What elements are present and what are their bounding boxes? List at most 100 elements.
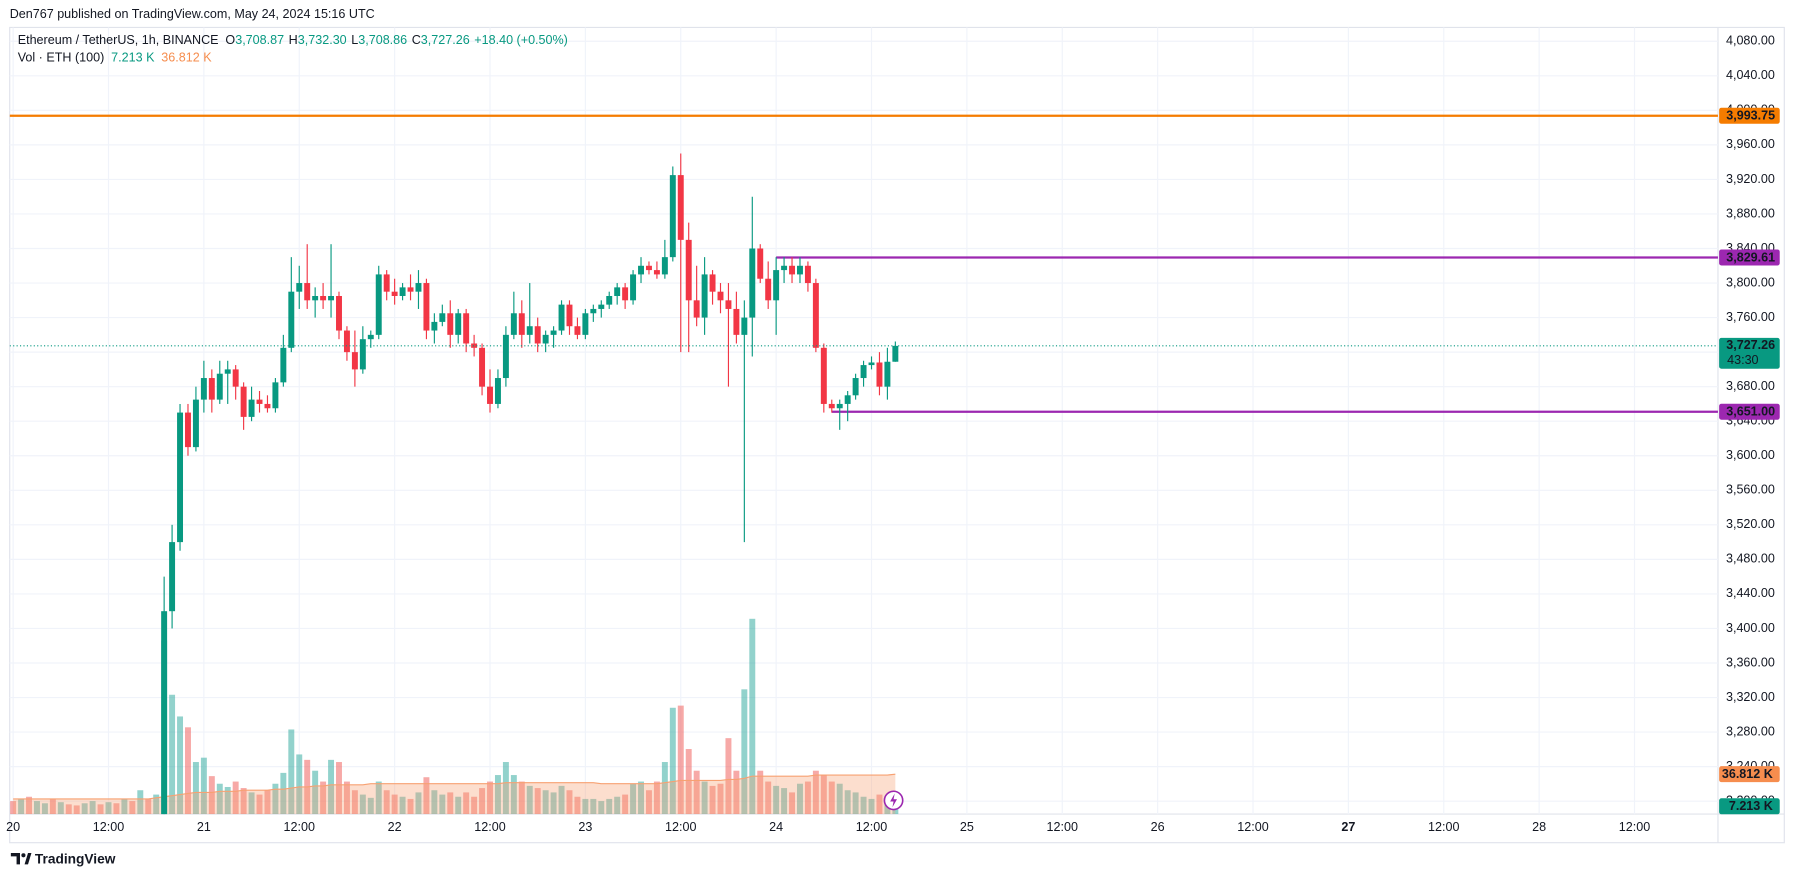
candle-body [844,395,851,404]
candle-body [343,330,350,353]
volume-bar [232,781,239,815]
candle-body [836,403,843,409]
volume-bar [741,689,748,815]
volume-bar [240,788,247,815]
volume-bar [638,781,644,815]
volume-label-box [1719,798,1780,815]
change: +18.40 (+0.50%) [474,33,568,47]
volume-bar [693,770,700,815]
volume-bar [97,804,104,815]
candle-body [574,326,581,335]
candle-body [566,304,573,327]
alert-icon[interactable] [883,790,904,811]
x-tick-label: 20 [6,820,20,834]
volume-bar [773,785,780,815]
candle-body [733,308,740,335]
volume-bar [407,798,414,815]
candle-body [661,257,668,275]
volume-bar [145,798,152,815]
candle-body [391,291,398,296]
volume-bar [781,788,788,815]
volume-bar [351,790,358,815]
y-tick-label: 3,280.00 [1726,724,1775,738]
x-tick-label: 23 [578,820,592,834]
volume-bar [868,798,875,815]
ohlc-key: O [225,33,235,47]
volume-bar [494,775,501,815]
candle-body [502,334,509,379]
candle-body [765,278,772,301]
x-tick-label: 12:00 [93,820,124,834]
candle-body [431,321,438,331]
y-tick-label: 4,080.00 [1726,34,1775,48]
candle-body [534,326,541,344]
y-tick-label: 3,520.00 [1726,517,1775,531]
brand-name: TradingView [35,851,116,866]
volume-bar [653,781,660,815]
candle-body [240,386,247,417]
x-tick-label: 28 [1532,820,1546,834]
candle-body [320,295,327,301]
candle-body [590,308,597,314]
candle-body [630,274,637,301]
volume-bar [248,792,255,815]
y-tick-label: 3,360.00 [1726,655,1775,669]
volume-bar [49,798,56,815]
logo-mark [10,852,20,865]
candle-body [773,270,780,301]
candle-body [185,412,191,448]
x-tick-label: 12:00 [474,820,505,834]
candle-body [248,399,255,417]
volume-bar [812,770,819,815]
last-price-label: 3,727.26 [1726,338,1775,352]
candle-body [828,403,835,409]
volume-bar [399,796,406,815]
candle-body [542,334,549,344]
candle-body [749,248,756,318]
volume-bar [526,785,533,815]
volume-ma-line [13,773,896,800]
volume-bar [590,798,597,815]
last-price-box [1719,337,1780,369]
volume-bar [336,762,342,815]
candle-body [804,265,811,284]
candle-body [741,317,748,335]
candle-body [272,382,279,409]
volume-bar [121,798,128,815]
level-label-box [1719,403,1780,420]
y-tick-label: 3,960.00 [1726,137,1775,151]
volume-bar [455,796,462,815]
x-tick-label: 25 [960,820,974,834]
candle-body [161,611,168,815]
candle-body [852,378,859,396]
volume-label-box [1719,766,1780,783]
volume-bar [33,801,40,815]
volume-bar [185,727,191,815]
candle-body [304,283,311,301]
volume-bar [725,738,732,815]
candle-body [407,287,414,292]
level-label-box [1719,107,1780,124]
candle-body [264,403,271,409]
candle-body [471,343,478,348]
x-tick-label: 12:00 [1047,820,1078,834]
volume-bar [566,790,573,815]
grid [9,27,1718,815]
volume-bar [614,796,621,815]
volume-bar [57,802,64,815]
volume-bar [836,783,843,815]
candle-body [312,295,319,301]
volume-bar [844,790,851,815]
candle-body [598,304,605,309]
ohlc-key: L [351,33,358,47]
volume-bar [375,781,382,815]
volume-bar [558,785,565,815]
candle-body [224,369,231,374]
candle-body [359,339,366,370]
volume-ma-area [13,774,896,815]
chart-frame [9,26,1785,844]
candle-body [884,361,891,387]
alert-bolt[interactable] [890,793,897,808]
candle-body [463,313,470,344]
